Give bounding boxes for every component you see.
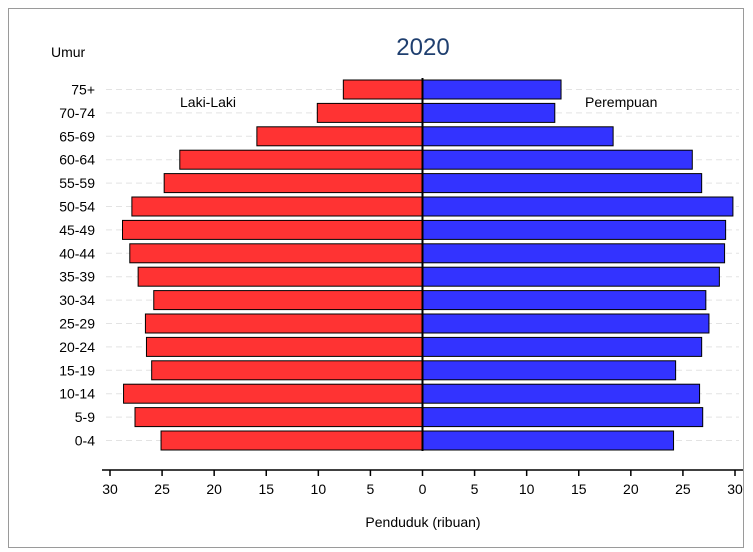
bar-laki-laki (316, 102, 423, 123)
category-label: 20-24 (59, 339, 95, 355)
series-label-perempuan: Perempuan (585, 94, 657, 110)
bar-laki-laki (179, 149, 423, 170)
bar-laki-laki (151, 360, 424, 381)
category-label: 75+ (71, 82, 95, 98)
bar-laki-laki (256, 126, 423, 147)
category-label: 55-59 (59, 175, 95, 191)
bar-perempuan (422, 126, 614, 147)
category-label: 65-69 (59, 128, 95, 144)
category-label: 45-49 (59, 222, 95, 238)
x-tick-label: 15 (258, 481, 274, 497)
x-tick-label: 30 (727, 481, 743, 497)
bar-laki-laki (163, 173, 424, 194)
x-tick-label: 20 (623, 481, 639, 497)
x-tick-label: 0 (419, 481, 427, 497)
population-pyramid-chart: 2020 Umur 0-45-910-1415-1920-2425-2930-3… (51, 34, 743, 530)
category-label: 30-34 (59, 292, 95, 308)
bar-laki-laki (122, 219, 423, 240)
bar-perempuan (422, 360, 677, 381)
bar-laki-laki (131, 196, 423, 217)
category-labels: 0-4 5-9 10-14 15-19 20-24 25-29 30-34 35-39 40-4… (59, 82, 95, 449)
category-label: 10-14 (59, 386, 95, 402)
bar-perempuan (422, 383, 701, 404)
bar-perempuan (422, 430, 675, 451)
category-label: 50-54 (59, 199, 95, 215)
series-label-laki-laki: Laki-Laki (180, 94, 236, 110)
bar-laki-laki (160, 430, 424, 451)
bar-perempuan (422, 407, 704, 428)
category-axis-label: Umur (51, 44, 86, 60)
bar-laki-laki (144, 313, 424, 334)
x-tick-label: 10 (311, 481, 327, 497)
x-tick-label: 10 (519, 481, 535, 497)
bar-perempuan (422, 290, 707, 311)
bar-perempuan (422, 219, 727, 240)
x-tick-label: 25 (675, 481, 691, 497)
bar-perempuan (422, 173, 703, 194)
x-tick-label: 15 (571, 481, 587, 497)
category-label: 40-44 (59, 245, 95, 261)
category-label: 5-9 (75, 409, 95, 425)
chart-title: 2020 (396, 34, 449, 61)
bar-laki-laki (137, 266, 423, 287)
bar-laki-laki (145, 336, 423, 357)
bar-laki-laki (123, 383, 424, 404)
x-axis-title: Penduduk (ribuan) (365, 514, 480, 530)
bar-perempuan (422, 336, 703, 357)
category-label: 25-29 (59, 316, 95, 332)
category-label: 70-74 (59, 105, 95, 121)
x-tick-label: 20 (206, 481, 222, 497)
x-axis: 30 25 20 15 10 5 0 5 10 15 20 25 30 (102, 469, 743, 497)
chart-container: 2020 Umur 0-4 5-9 10-14 15-19 20-24 25-29 30-3… (8, 8, 744, 548)
x-tick-label: 25 (154, 481, 170, 497)
bars (122, 79, 734, 451)
bar-laki-laki (342, 79, 424, 100)
x-tick-label: 5 (367, 481, 375, 497)
bar-laki-laki (129, 243, 424, 264)
bar-perempuan (422, 102, 556, 123)
bar-laki-laki (134, 407, 423, 428)
category-label: 35-39 (59, 269, 95, 285)
category-label: 60-64 (59, 152, 95, 168)
bar-perempuan (422, 79, 562, 100)
category-label: 15-19 (59, 362, 95, 378)
bar-perempuan (422, 149, 693, 170)
x-tick-label: 5 (471, 481, 479, 497)
x-tick-label: 30 (102, 481, 118, 497)
bar-perempuan (422, 313, 710, 334)
bar-laki-laki (153, 290, 423, 311)
bar-perempuan (422, 196, 734, 217)
bar-perempuan (422, 266, 720, 287)
category-label: 0-4 (75, 433, 95, 449)
bar-perempuan (422, 243, 726, 264)
